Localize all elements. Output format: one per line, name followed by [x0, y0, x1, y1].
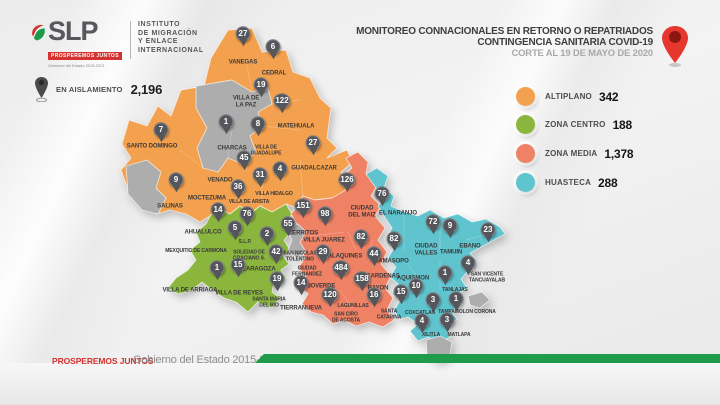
- slp-subtext: Gobierno del Estado 2015-2021: [48, 63, 105, 68]
- footer-government: Gobierno del Estado 2015-2021: [133, 354, 284, 366]
- logo-divider: [129, 21, 131, 59]
- legend-value: 288: [598, 175, 618, 190]
- slp-tagline: PROSPEREMOS JUNTOS: [48, 52, 122, 60]
- legend-swatch-altiplano: [516, 87, 535, 106]
- map-region-tanquian: [467, 291, 491, 309]
- legend-label: HUASTECA: [545, 178, 592, 187]
- isolation-value: 2,196: [130, 81, 163, 97]
- legend-item-zona-media: ZONA MEDIA 1,378: [516, 144, 634, 163]
- footer-background: [0, 363, 720, 405]
- legend-label: ZONA MEDIA: [545, 149, 598, 158]
- footer-green-bar: [255, 354, 720, 363]
- institute-line: Internacional: [137, 46, 204, 54]
- isolation-label: EN AISLAMIENTO: [56, 84, 123, 94]
- institute-line: Instituto: [137, 21, 181, 28]
- title-line-2: CONTINGENCIA SANITARIA COVID-19: [477, 37, 653, 48]
- legend-swatch-zona-media: [516, 144, 535, 163]
- institute-line: de Migración: [137, 29, 198, 37]
- legend-item-zona-centro: ZONA CENTRO 188: [516, 115, 632, 134]
- footer-brand: PROSPEREMOS JUNTOS: [52, 356, 154, 366]
- legend-value: 188: [612, 117, 633, 132]
- report-title: MONITOREO CONNACIONALES EN RETORNO O REP…: [356, 26, 653, 59]
- slp-logo: SLP PROSPEREMOS JUNTOS Gobierno del Esta…: [30, 18, 204, 68]
- red-map-pin-icon: [662, 26, 688, 67]
- map-region-west-gray: [125, 159, 167, 215]
- isolation-stat: EN AISLAMIENTO 2,196: [34, 76, 162, 102]
- slp-leaf-icon: [32, 24, 45, 41]
- gray-pin-icon: [35, 77, 48, 102]
- institute-name: Instituto de Migración y Enlace Internac…: [138, 21, 204, 55]
- legend-value: 1,378: [604, 146, 634, 161]
- legend-swatch-huasteca: [516, 173, 535, 192]
- legend-item-altiplano: ALTIPLANO 342: [516, 87, 619, 106]
- title-date: CORTE AL 19 DE MAYO DE 2020: [511, 48, 653, 59]
- map-region-cerro-san-pedro: [285, 223, 307, 259]
- legend-swatch-zona-centro: [516, 115, 535, 134]
- legend-item-huasteca: HUASTECA 288: [516, 173, 618, 192]
- legend-label: ZONA CENTRO: [545, 120, 606, 129]
- slp-acronym: SLP: [48, 16, 99, 46]
- title-line-1: MONITOREO CONNACIONALES EN RETORNO O REP…: [356, 26, 653, 37]
- legend-value: 342: [598, 89, 619, 104]
- legend-label: ALTIPLANO: [545, 92, 592, 101]
- map-region-zona-centro: [167, 203, 293, 313]
- institute-line: y Enlace: [137, 38, 179, 45]
